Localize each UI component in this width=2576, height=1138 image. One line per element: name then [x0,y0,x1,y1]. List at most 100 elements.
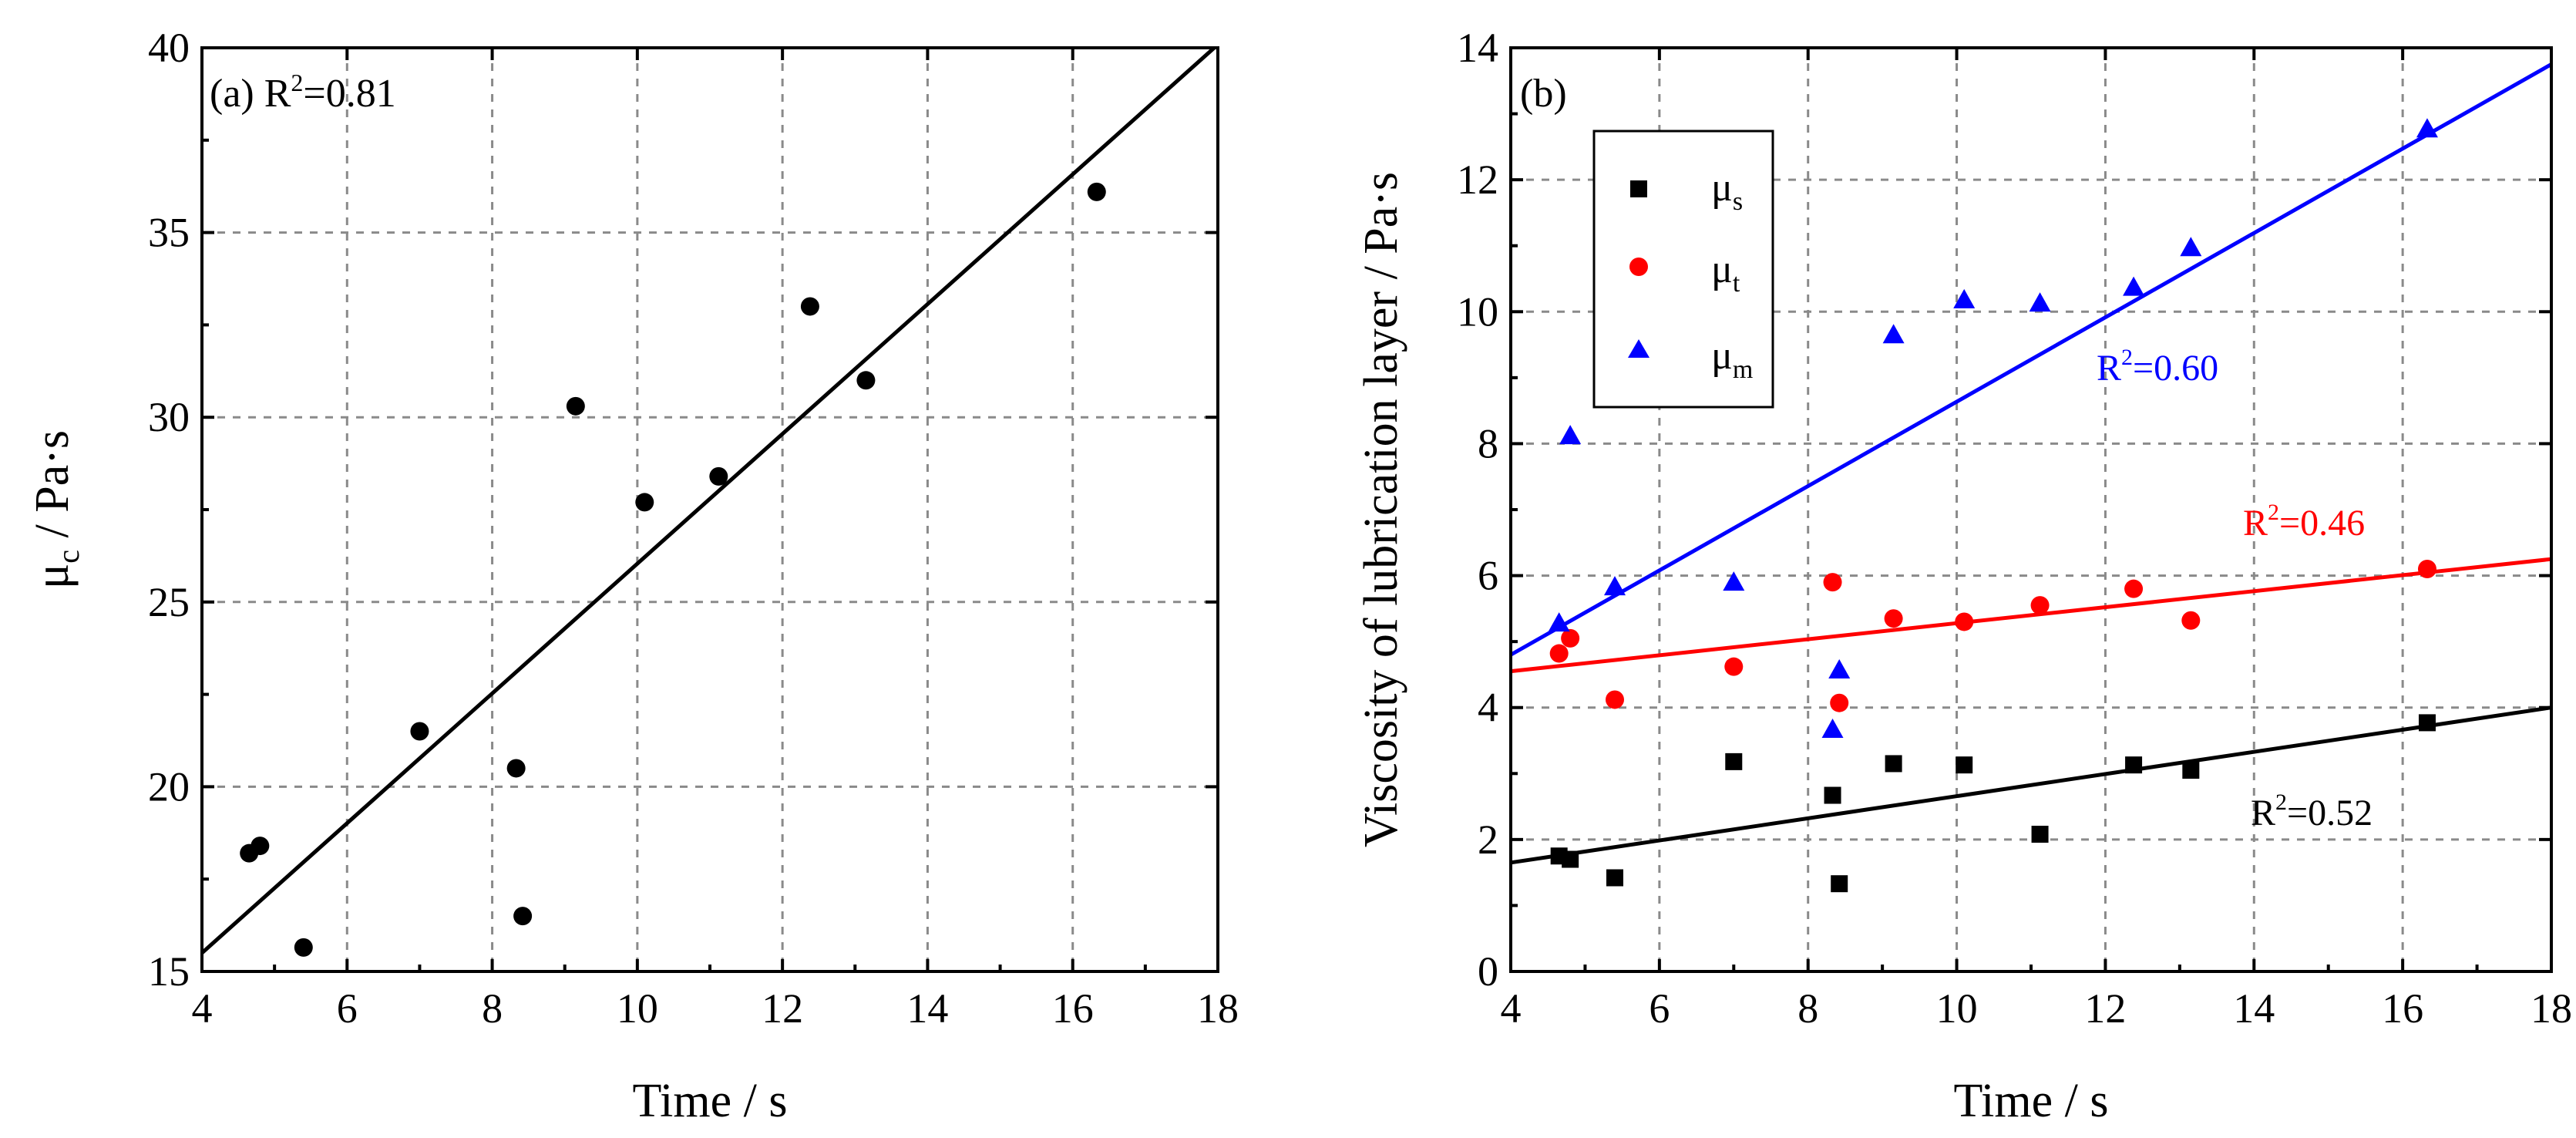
panel-a-y-tick-label: 15 [148,948,190,995]
panel-b-series-3-point [1723,571,1745,591]
panel-b-series-3-point [1828,658,1851,678]
panel-b-chart: 4 6 8 10 12 14 16 18 0 2 4 6 8 10 12 14 (b) μs μt μm R2… [1355,25,2572,1127]
panel-b-series-1-point [1885,755,1902,773]
panel-b-series-2-point [1830,693,1849,712]
legend-marker-mu-t [1629,258,1648,276]
panel-a-points-layer [240,182,1106,957]
panel-b-series-1-point [2418,714,2436,732]
legend-label-mu-m: μm [1711,334,1753,384]
panel-b-series-2-point [1955,612,1974,631]
panel-a-x-tick-label: 16 [1052,985,1094,1032]
panel-a-y-tick-label: 30 [148,394,190,440]
panel-a-y-label-mu: μ [26,564,79,589]
panel-a-fit-layer [200,46,1216,955]
panel-b-label: (b) [1520,72,1567,116]
panel-a-x-tick-label: 18 [1197,985,1239,1032]
panel-b-x-tick-label: 10 [1936,985,1978,1032]
panel-b-y-tick-label: 6 [1478,553,1498,599]
panel-a-label: (a) [210,72,254,116]
panel-b-series-1-point [1831,875,1848,893]
panel-b-series-2-point [1823,573,1842,592]
panel-b-y-tick-label: 4 [1478,685,1498,731]
panel-b-series-3-point [1559,425,1582,445]
panel-b-r2-blue: R2=0.60 [2097,345,2218,389]
panel-a-y-tick-label: 20 [148,763,190,810]
panel-b-legend-box [1592,130,1774,409]
panel-a-series-1-point [566,396,585,416]
legend-label-mu-s: μs [1711,166,1743,216]
panel-b-series-2-point [1549,644,1569,663]
panel-a-x-tick-label: 10 [617,985,658,1032]
panel-a-x-tick-label: 4 [192,985,213,1032]
panel-a-y-axis-label: μc / Pa·s [26,430,86,589]
panel-b-series-1-fit-line [1510,705,2552,865]
panel-a-series-1-fit-line [200,46,1216,955]
panel-a-series-1-point [294,938,313,957]
panel-b-series-3-point [1953,288,1976,308]
panel-b-y-tick-label: 0 [1478,948,1498,995]
panel-a-x-tick-label: 8 [482,985,503,1032]
panel-b-series-3-point [1604,576,1626,596]
panel-a-series-1-point [251,837,270,856]
legend-label-mu-t: μt [1711,247,1740,298]
panel-a-annotation: (a) R2=0.81 [210,69,396,116]
panel-a-y-tick-label: 25 [148,579,190,625]
panel-a-r2-label: R [264,72,291,116]
legend-marker-mu-m [1628,339,1650,358]
legend-marker-mu-s [1630,180,1647,197]
panel-b-series-1-point [1824,786,1841,804]
panel-b-series-3-point [2029,292,2051,312]
panel-b-x-tick-label: 8 [1797,985,1818,1032]
panel-b-y-tick-label: 10 [1457,288,1498,335]
panel-b-series-2-point [2030,596,2050,615]
panel-a-r2-superscript: 2 [291,69,303,96]
panel-a-chart: 4 6 8 10 12 14 16 18 15 20 25 30 35 40 (a) R2=0.81 Ti… [26,25,1239,1127]
panel-a-x-axis-label: Time / s [632,1075,787,1127]
panel-b-series-1-point [1606,869,1623,887]
panel-b-series-2-point [2124,579,2144,598]
panel-b-x-tick-label: 6 [1649,985,1670,1032]
panel-b-series-2-point [2417,560,2436,579]
panel-b-series-3-point [2416,118,2438,138]
panel-a-series-1-point [635,493,654,512]
panel-a-series-1-point [1087,182,1106,201]
panel-a-series-1-point [410,722,429,741]
panel-b-series-2-fit-line [1510,557,2552,674]
panel-b-series-1-point [2182,762,2200,779]
panel-a-y-label-unit: / Pa·s [26,430,79,550]
panel-b-points-layer [1548,118,2438,893]
panel-a-series-1-point [856,371,876,390]
panel-b-series-3-point [1548,612,1570,632]
panel-b-y-tick-label: 14 [1457,25,1498,71]
panel-b-y-tick-label: 8 [1478,420,1498,466]
panel-b-series-3-point [1821,718,1844,738]
panel-b-series-2-point [1561,628,1580,648]
panel-b-series-1-point [1956,756,1973,774]
panel-b-x-tick-label: 4 [1501,985,1522,1032]
panel-b-y-tick-label: 2 [1478,816,1498,863]
panel-b-series-3-point [2123,276,2145,296]
panel-a-series-1-point [513,907,533,926]
panel-b-ticks: 4 6 8 10 12 14 16 18 0 2 4 6 8 10 12 14 [1457,25,2572,1032]
panel-b-series-2-point [1606,690,1624,709]
panel-b-legend: μs μt μm [1592,130,1774,409]
panel-a-x-tick-label: 6 [337,985,358,1032]
panel-a-r2-value: =0.81 [303,72,395,116]
panel-a-grid [202,48,1218,971]
panel-b-series-3-point [1882,324,1905,344]
panel-b-series-1-point [1562,850,1579,868]
panel-a-ticks: 4 6 8 10 12 14 16 18 15 20 25 30 35 40 [148,25,1239,1032]
panel-b-x-tick-label: 12 [2084,985,2126,1032]
panel-b-r2-red: R2=0.46 [2243,500,2365,544]
panel-b-series-2-point [1724,657,1744,676]
panel-b-series-2-point [1884,609,1903,628]
panel-b-series-3-point [2180,237,2202,257]
panel-b-y-tick-label: 12 [1457,157,1498,203]
panel-a-x-tick-label: 14 [906,985,948,1032]
panel-a-y-tick-label: 40 [148,25,190,71]
panel-a-y-label-sub: c [51,550,86,564]
panel-b-x-tick-label: 14 [2233,985,2275,1032]
panel-a-y-tick-label: 35 [148,210,190,256]
panel-a-x-tick-label: 12 [762,985,803,1032]
